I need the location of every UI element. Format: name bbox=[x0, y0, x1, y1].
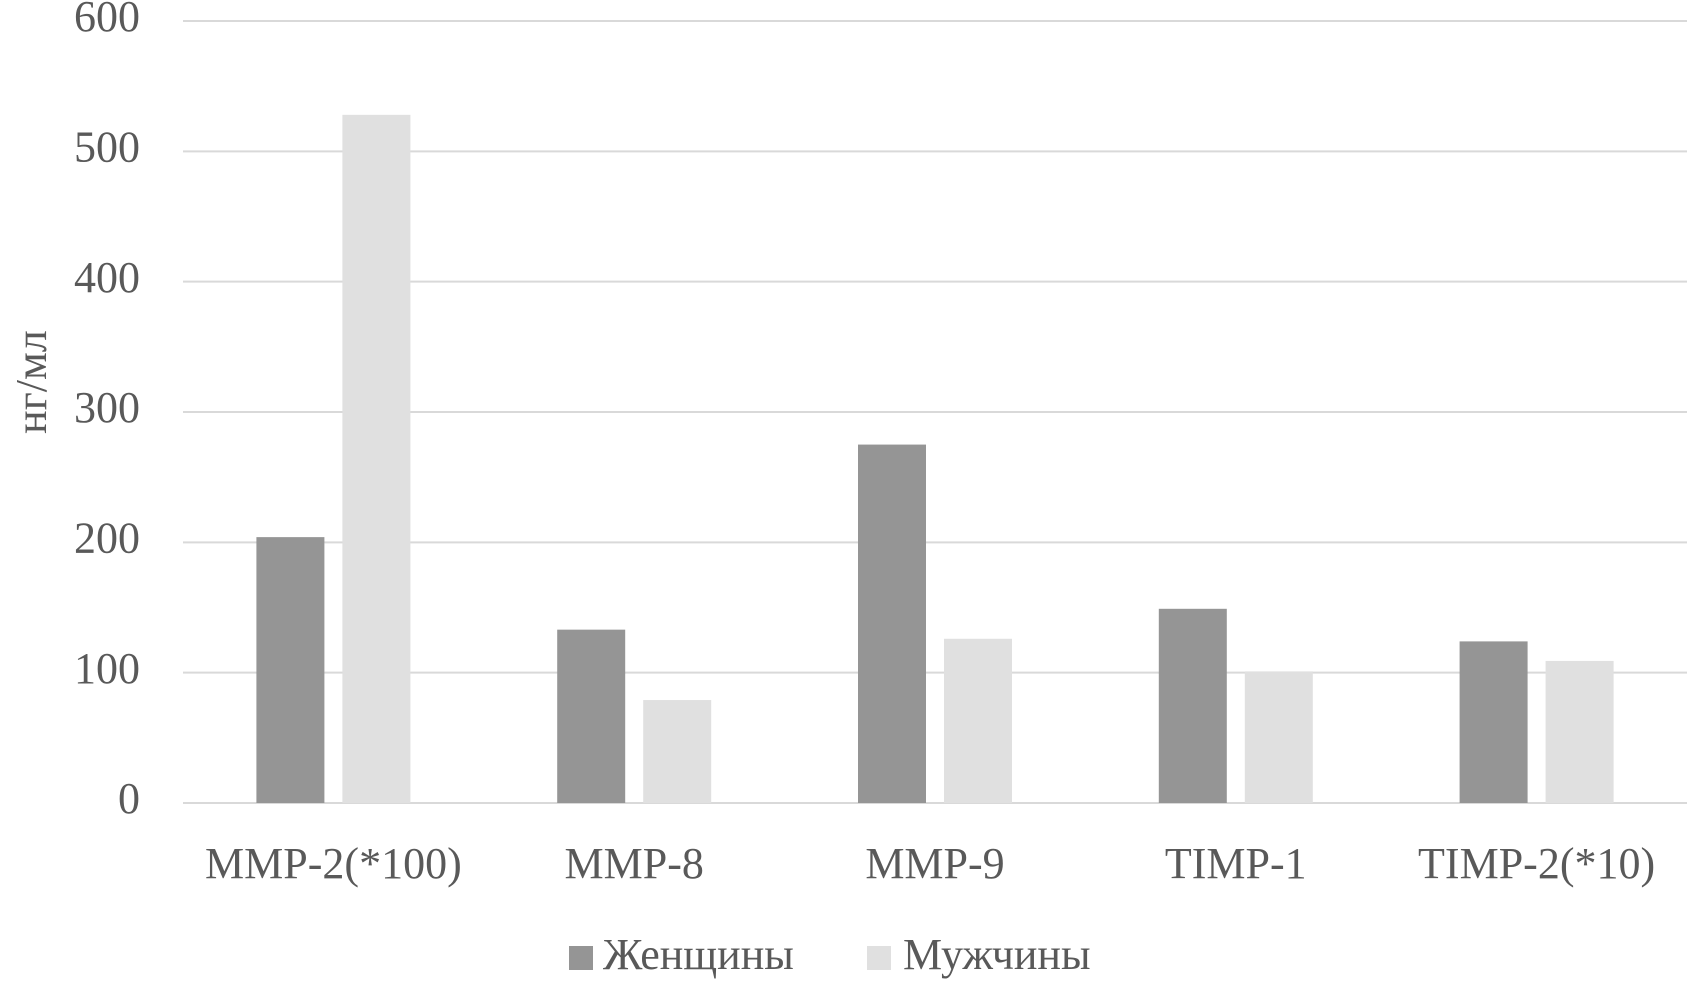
legend-swatch-0 bbox=[569, 946, 593, 970]
y-tick-label: 600 bbox=[74, 0, 140, 41]
gridlines bbox=[183, 20, 1687, 804]
x-tick-label: MMP-2(*100) bbox=[205, 839, 462, 888]
y-tick-label: 500 bbox=[74, 122, 140, 171]
x-tick-label: TIMP-2(*10) bbox=[1418, 839, 1655, 888]
y-tick-label: 100 bbox=[74, 644, 140, 693]
bar-male-0 bbox=[342, 114, 411, 804]
legend: Женщины Мужчины bbox=[569, 930, 1091, 979]
bar-female-1 bbox=[557, 629, 626, 803]
legend-label-1: Мужчины bbox=[903, 930, 1091, 979]
bar-female-2 bbox=[858, 444, 926, 803]
y-tick-label: 0 bbox=[118, 774, 140, 823]
bar-male-2 bbox=[944, 638, 1012, 803]
bar-male-3 bbox=[1244, 671, 1313, 803]
bar-female-4 bbox=[1459, 641, 1528, 803]
bar-female-0 bbox=[256, 537, 325, 803]
y-tick-label: 300 bbox=[74, 383, 140, 432]
x-tick-label: MMP-9 bbox=[865, 839, 1004, 888]
bar-male-1 bbox=[643, 700, 712, 803]
y-tick-label: 400 bbox=[74, 253, 140, 302]
x-tick-label: TIMP-1 bbox=[1165, 839, 1307, 888]
bar-male-4 bbox=[1545, 660, 1614, 803]
x-tick-label: MMP-8 bbox=[565, 839, 704, 888]
x-axis-tick-labels: MMP-2(*100) MMP-8 MMP-9 TIMP-1 TIMP-2(*10) bbox=[205, 839, 1655, 888]
bar-female-3 bbox=[1158, 608, 1227, 803]
y-axis-tick-labels: 0 100 200 300 400 500 600 bbox=[74, 0, 140, 823]
legend-swatch-1 bbox=[867, 946, 891, 970]
y-axis-title: нг/мл bbox=[7, 330, 56, 434]
y-tick-label: 200 bbox=[74, 513, 140, 562]
legend-label-0: Женщины bbox=[603, 930, 794, 979]
bars bbox=[256, 114, 1614, 804]
